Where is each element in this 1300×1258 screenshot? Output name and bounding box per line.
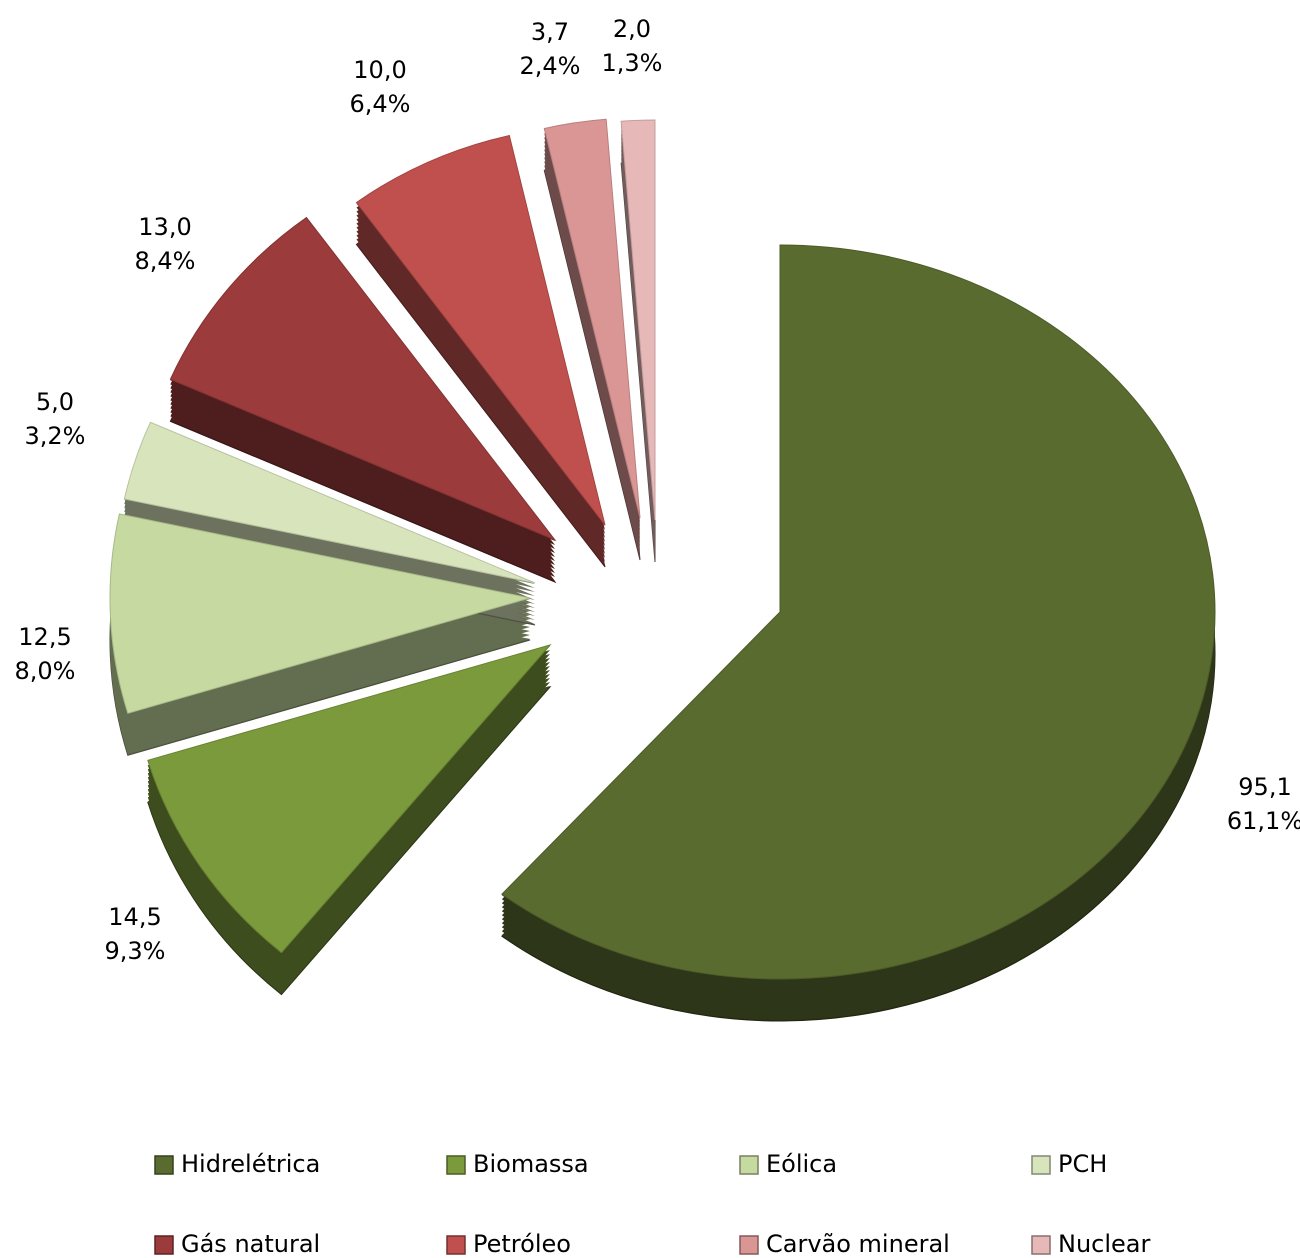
- legend-label: PCH: [1058, 1150, 1107, 1178]
- value-label: 14,5: [108, 903, 161, 931]
- value-label: 12,5: [18, 623, 71, 651]
- percent-label: 9,3%: [105, 937, 166, 965]
- slice: [109, 513, 531, 714]
- slice: [147, 644, 552, 954]
- value-label: 5,0: [36, 388, 74, 416]
- percent-label: 2,4%: [520, 52, 581, 80]
- legend-swatch: [739, 1155, 759, 1175]
- slice: [543, 118, 641, 519]
- percent-label: 61,1%: [1227, 807, 1300, 835]
- legend-label: Petróleo: [473, 1230, 571, 1258]
- legend-label: Gás natural: [181, 1230, 320, 1258]
- legend-label: Nuclear: [1058, 1230, 1151, 1258]
- legend-swatch: [1031, 1235, 1051, 1255]
- legend-swatch: [154, 1235, 174, 1255]
- legend-swatch: [739, 1235, 759, 1255]
- legend-label: Biomassa: [473, 1150, 589, 1178]
- percent-label: 8,4%: [135, 247, 196, 275]
- value-label: 10,0: [353, 56, 406, 84]
- legend-swatch: [446, 1155, 466, 1175]
- slice-side: [544, 160, 640, 559]
- value-label: 95,1: [1238, 773, 1291, 801]
- slice: [620, 119, 656, 521]
- legend-swatch: [446, 1235, 466, 1255]
- value-label: 13,0: [138, 213, 191, 241]
- percent-label: 3,2%: [25, 422, 86, 450]
- slice: [169, 216, 557, 542]
- value-label: 3,7: [531, 18, 569, 46]
- legend-label: Carvão mineral: [766, 1230, 950, 1258]
- slice: [355, 134, 606, 526]
- legend-swatch: [154, 1155, 174, 1175]
- percent-label: 1,3%: [602, 49, 663, 77]
- slice: [123, 421, 536, 584]
- percent-label: 8,0%: [15, 657, 76, 685]
- slice: [501, 244, 1216, 980]
- percent-label: 6,4%: [350, 90, 411, 118]
- legend-label: Hidrelétrica: [181, 1150, 320, 1178]
- legend-label: Eólica: [766, 1150, 837, 1178]
- legend-swatch: [1031, 1155, 1051, 1175]
- value-label: 2,0: [613, 15, 651, 43]
